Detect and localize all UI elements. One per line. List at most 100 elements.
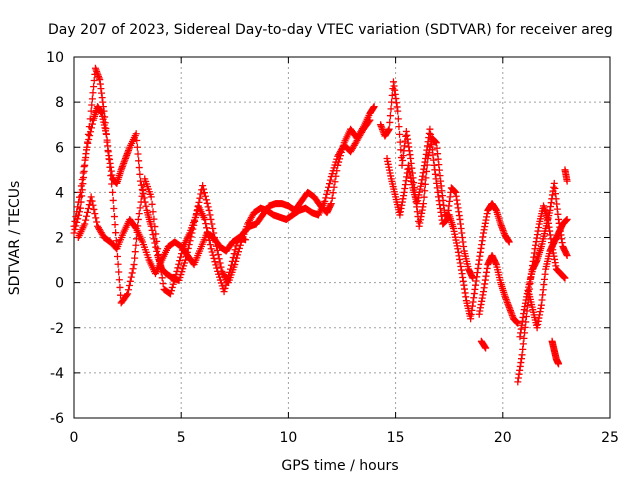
data-point-interp — [76, 193, 84, 201]
data-point — [166, 290, 174, 298]
data-point-interp — [325, 183, 333, 191]
data-point-interp — [329, 189, 337, 197]
x-tick-label: 20 — [494, 430, 512, 446]
data-point-interp — [131, 254, 139, 262]
data-point-interp — [90, 83, 98, 91]
data-point — [419, 200, 427, 208]
data-point — [366, 116, 374, 124]
data-point-interp — [386, 118, 394, 126]
x-tick-label: 25 — [601, 430, 619, 446]
data-point-interp — [171, 274, 179, 282]
y-tick-label: -4 — [50, 366, 64, 382]
data-point-interp — [107, 172, 115, 180]
data-point-interp — [136, 170, 144, 178]
data-point-interp — [168, 283, 176, 291]
data-point-interp — [159, 280, 167, 288]
data-point-interp — [123, 291, 131, 299]
data-point-interp — [78, 175, 86, 183]
data-point-interp — [85, 136, 93, 144]
data-point-interp — [230, 250, 238, 258]
data-point-interp — [90, 77, 98, 85]
data-point-interp — [139, 186, 147, 194]
y-tick-label: 2 — [55, 231, 64, 247]
data-point-interp — [172, 271, 180, 279]
data-point-interp — [127, 273, 135, 281]
series-track-d — [377, 78, 513, 323]
data-point-interp — [326, 176, 334, 184]
data-point-interp — [110, 213, 118, 221]
data-point-interp — [203, 199, 211, 207]
data-point-interp — [86, 132, 94, 140]
data-point — [220, 288, 228, 296]
series-track-c — [74, 193, 250, 278]
data-points-layer — [70, 64, 571, 386]
data-point-interp — [131, 248, 139, 256]
data-point-interp — [117, 291, 125, 299]
x-tick-label: 5 — [177, 430, 186, 446]
data-point-interp — [217, 263, 225, 271]
data-point-interp — [149, 208, 157, 216]
data-point-interp — [170, 277, 178, 285]
data-point — [130, 261, 138, 269]
data-point — [201, 215, 209, 223]
series-track-l — [561, 166, 571, 185]
data-point-interp — [128, 269, 136, 277]
data-point-interp — [129, 265, 137, 273]
data-point-interp — [71, 217, 79, 225]
data-point-interp — [87, 124, 95, 132]
data-point-interp — [324, 187, 332, 195]
data-point-interp — [87, 128, 95, 136]
data-point-interp — [106, 163, 114, 171]
y-tick-label: 6 — [55, 140, 64, 156]
data-point-interp — [387, 105, 395, 113]
data-point-interp — [77, 182, 85, 190]
series-track-k — [548, 337, 563, 368]
data-point-interp — [84, 204, 92, 212]
data-point-interp — [111, 221, 119, 229]
data-point — [154, 245, 162, 253]
data-point-interp — [174, 264, 182, 272]
data-point — [199, 182, 207, 190]
data-point-interp — [397, 146, 405, 154]
data-point-interp — [197, 190, 205, 198]
data-point — [70, 229, 78, 237]
data-point-interp — [135, 164, 143, 172]
data-point-interp — [209, 224, 217, 232]
data-point-interp — [386, 112, 394, 120]
data-point-interp — [235, 244, 243, 252]
data-point-interp — [89, 201, 97, 209]
data-point-interp — [109, 196, 117, 204]
data-point — [83, 143, 91, 151]
data-point — [109, 188, 117, 196]
data-point — [563, 177, 571, 185]
series-track-f — [475, 252, 522, 327]
data-point — [76, 188, 84, 196]
data-point — [173, 267, 181, 275]
data-point-interp — [90, 205, 98, 213]
data-point-interp — [236, 241, 244, 249]
data-point-interp — [83, 212, 91, 220]
data-point-interp — [200, 185, 208, 193]
data-point-interp — [89, 89, 97, 97]
data-point-interp — [388, 91, 396, 99]
series-track-g — [477, 337, 490, 352]
data-point-interp — [208, 248, 216, 256]
data-point — [132, 130, 140, 138]
data-point — [242, 236, 250, 244]
x-axis-label: GPS time / hours — [281, 458, 398, 474]
data-point — [205, 206, 213, 214]
data-point-interp — [323, 190, 331, 198]
data-point — [192, 211, 200, 219]
y-tick-label: 4 — [55, 185, 64, 201]
data-point-interp — [151, 223, 159, 231]
data-point-interp — [104, 146, 112, 154]
y-axis-label: SDTVAR / TECUs — [7, 181, 23, 296]
data-point-interp — [73, 208, 81, 216]
chart-title: Day 207 of 2023, Sidereal Day-to-day VTE… — [48, 22, 613, 38]
data-point-interp — [153, 237, 161, 245]
data-point — [514, 319, 522, 327]
y-tick-label: 0 — [55, 276, 64, 292]
data-point-interp — [394, 115, 402, 123]
data-point-interp — [84, 139, 92, 147]
data-point-interp — [88, 197, 96, 205]
